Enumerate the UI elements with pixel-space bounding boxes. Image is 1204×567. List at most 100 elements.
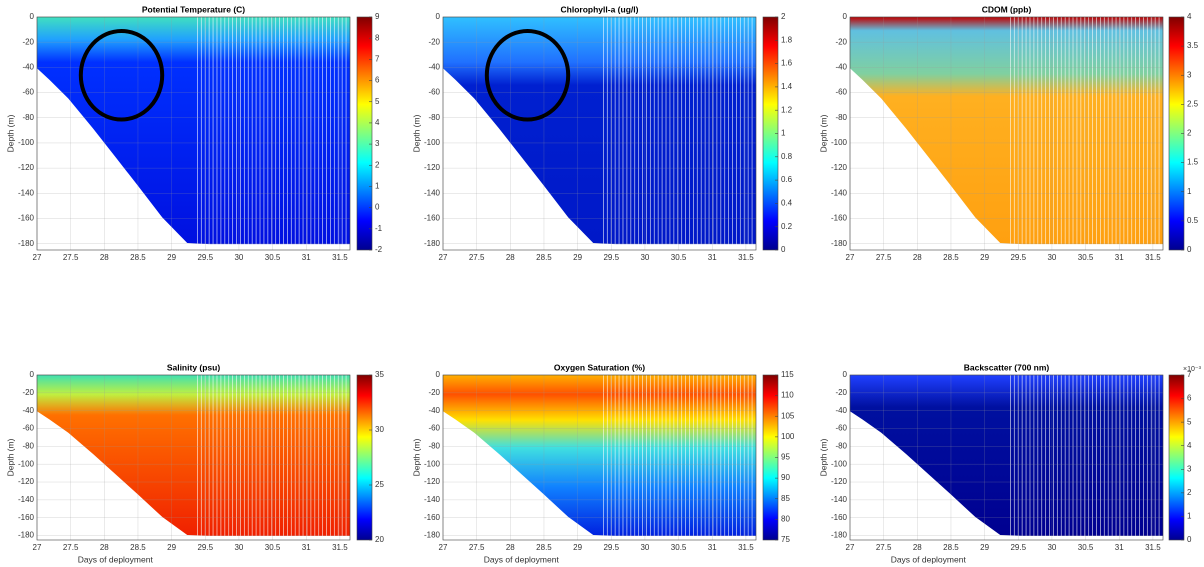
y-tick-label: -80 [835, 441, 847, 450]
colorbar-tick-label: 3.5 [1187, 41, 1199, 50]
x-tick-label: 31.5 [738, 543, 754, 552]
colorbar-tick-label: 0.2 [781, 222, 793, 231]
y-tick-label: -140 [831, 495, 848, 504]
colorbar-tick-label: 1 [1187, 512, 1192, 521]
y-tick-label: -100 [831, 459, 848, 468]
y-tick-label: -120 [18, 477, 35, 486]
y-tick-label: -160 [18, 214, 35, 223]
y-tick-label: -60 [428, 88, 440, 97]
y-tick-label: -120 [424, 477, 441, 486]
x-axis-label: Days of deployment [891, 554, 967, 564]
colorbar [356, 374, 373, 541]
colorbar-tick-label: 2 [1187, 129, 1192, 138]
x-tick-label: 27 [846, 253, 855, 262]
y-tick-label: -40 [428, 406, 440, 415]
y-tick-label: -20 [428, 37, 440, 46]
x-tick-label: 29 [573, 253, 582, 262]
x-tick-label: 27 [33, 253, 42, 262]
x-tick-label: 31.5 [1145, 543, 1161, 552]
y-tick-label: -40 [22, 406, 34, 415]
colorbar-tick-label: 6 [375, 76, 380, 85]
colorbar-tick-label: 100 [781, 432, 795, 441]
y-tick-label: -140 [831, 188, 848, 197]
x-tick-label: 31 [1115, 253, 1124, 262]
y-tick-label: -120 [18, 163, 35, 172]
colorbar-tick-label: 9 [375, 12, 380, 21]
y-tick-label: -40 [22, 62, 34, 71]
x-tick-label: 31 [302, 253, 311, 262]
x-tick-label: 30 [234, 253, 243, 262]
y-tick-label: -100 [831, 138, 848, 147]
colorbar-tick-label: 0 [375, 203, 380, 212]
colorbar-tick-label: -2 [375, 245, 383, 254]
colorbar-tick-label: 35 [375, 370, 384, 379]
y-tick-label: -20 [835, 37, 847, 46]
colorbar-tick-label: 1.5 [1187, 158, 1199, 167]
y-tick-label: -80 [428, 441, 440, 450]
x-tick-label: 30.5 [1078, 253, 1094, 262]
colorbar-tick-label: 8 [375, 33, 380, 42]
x-tick-label: 30.5 [265, 543, 281, 552]
colorbar-tick-label: 7 [1187, 370, 1192, 379]
x-tick-label: 31 [708, 543, 717, 552]
y-tick-label: -100 [18, 459, 35, 468]
colorbar-tick-label: 5 [1187, 417, 1192, 426]
x-tick-label: 28 [913, 543, 922, 552]
x-axis-label: Days of deployment [78, 554, 154, 564]
x-tick-label: 29 [980, 543, 989, 552]
x-tick-label: 30 [640, 543, 649, 552]
y-tick-label: -160 [424, 513, 441, 522]
y-axis-label: Depth (m) [411, 114, 421, 152]
colorbar-tick-label: 95 [781, 453, 790, 462]
x-tick-label: 30 [234, 543, 243, 552]
colorbar-tick-label: 3 [375, 139, 380, 148]
x-tick-label: 30 [1047, 253, 1056, 262]
x-tick-label: 29 [573, 543, 582, 552]
x-tick-label: 28 [100, 253, 109, 262]
colorbar-tick-label: 115 [781, 370, 794, 379]
colorbar-tick-label: 0.5 [1187, 216, 1199, 225]
x-tick-label: 30 [1047, 543, 1056, 552]
colorbar-tick-label: 0.6 [781, 175, 793, 184]
colorbar-tick-label: 80 [781, 514, 790, 523]
x-tick-label: 27.5 [469, 253, 485, 262]
colorbar-tick-label: 2.5 [1187, 99, 1199, 108]
axes-frame [36, 16, 351, 251]
chart-title: Oxygen Saturation (%) [554, 362, 645, 372]
colorbar-tick-label: 0 [781, 245, 786, 254]
x-tick-label: 31 [302, 543, 311, 552]
y-tick-label: -60 [22, 88, 34, 97]
axes-frame [849, 16, 1164, 251]
y-tick-label: -180 [831, 239, 848, 248]
y-tick-label: -80 [22, 113, 34, 122]
x-tick-label: 30.5 [265, 253, 281, 262]
y-tick-label: -60 [428, 424, 440, 433]
x-tick-label: 29.5 [197, 253, 213, 262]
colorbar-tick-label: 20 [375, 535, 384, 544]
x-tick-label: 28 [506, 253, 515, 262]
x-tick-label: 29.5 [603, 543, 619, 552]
colorbar-tick-label: 3 [1187, 464, 1192, 473]
colorbar-tick-label: 85 [781, 494, 790, 503]
colorbar-tick-label: 30 [375, 425, 384, 434]
y-tick-label: -20 [22, 37, 34, 46]
x-tick-label: 31.5 [738, 253, 754, 262]
x-tick-label: 30.5 [1078, 543, 1094, 552]
y-tick-label: -180 [18, 531, 35, 540]
x-tick-label: 31 [708, 253, 717, 262]
colorbar-tick-label: 1 [781, 129, 786, 138]
colorbar-tick-label: 0 [1187, 245, 1192, 254]
y-tick-label: -140 [424, 188, 441, 197]
y-tick-label: -80 [835, 113, 847, 122]
y-tick-label: -120 [831, 477, 848, 486]
x-tick-label: 27.5 [63, 543, 79, 552]
x-tick-label: 27 [439, 543, 448, 552]
y-tick-label: -120 [831, 163, 848, 172]
x-tick-label: 31.5 [332, 253, 348, 262]
colorbar-tick-label: 6 [1187, 394, 1192, 403]
highlight-circle [484, 28, 571, 122]
y-axis-label: Depth (m) [818, 114, 828, 152]
colorbar-tick-label: 0 [1187, 535, 1192, 544]
y-axis-label: Depth (m) [5, 114, 15, 152]
